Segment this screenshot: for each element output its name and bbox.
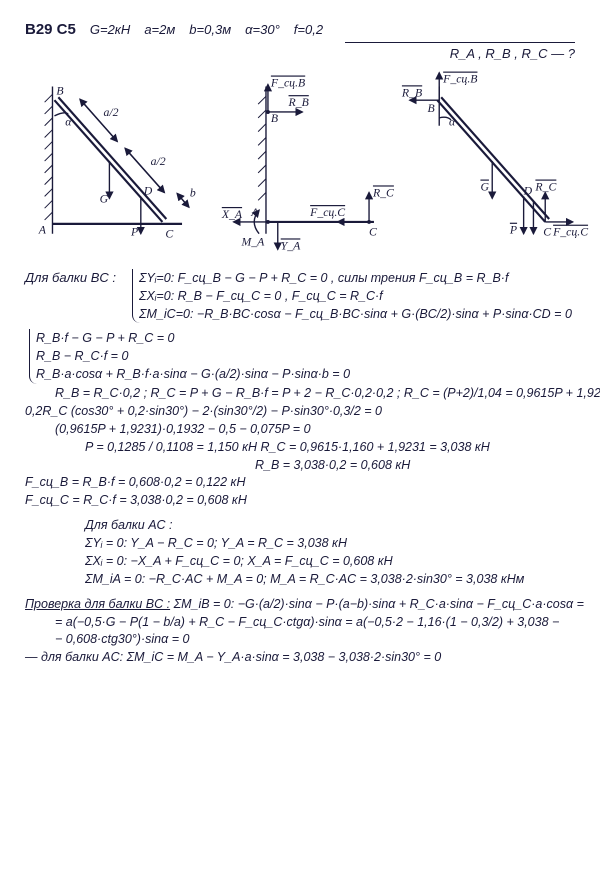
svg-text:B: B: [56, 84, 63, 97]
bc-eq-2: ΣXᵢ=0: R_B − F_сц_C = 0 , F_сц_C = R_C·f: [139, 288, 572, 305]
check-ac: — для балки AC: ΣM_iC = M_A − Y_A·a·sinα…: [25, 649, 575, 666]
bc2-eq-1: R_B·f − G − P + R_C = 0: [36, 330, 350, 347]
problem-id: В29 С5: [25, 20, 76, 40]
svg-text:B: B: [271, 112, 278, 125]
svg-text:F_сц.B: F_сц.B: [270, 76, 305, 89]
calc-line-5: R_B = 3,038·0,2 = 0,608 кН: [255, 457, 575, 474]
header-params: В29 С5 G=2кН a=2м b=0,3м α=30° f=0,2: [25, 20, 575, 40]
svg-text:B: B: [428, 102, 435, 115]
bc-system: ΣYᵢ=0: F_сц_B − G − P + R_C = 0 , силы т…: [132, 269, 572, 324]
svg-text:α: α: [449, 116, 456, 129]
param-alpha: α=30°: [245, 21, 280, 39]
ac-line-3: ΣM_iA = 0: −R_C·AC + M_A = 0; M_A = R_C·…: [85, 571, 575, 588]
calc-line-4: P = 0,1285 / 0,1108 = 1,150 кН R_C = 0,9…: [85, 439, 575, 456]
svg-text:a/2: a/2: [151, 155, 166, 168]
bc2-eq-2: R_B − R_C·f = 0: [36, 348, 350, 365]
check-heading: Проверка для балки BC : ΣM_iB = 0: −G·(a…: [25, 596, 575, 613]
bc-eq-3: ΣM_iC=0: −R_B·BC·cosα − F_сц_B·BC·sinα +…: [139, 306, 572, 323]
ac-line-1: ΣYᵢ = 0: Y_A − R_C = 0; Y_A = R_C = 3,03…: [85, 535, 575, 552]
check-line-3: − 0,608·ctg30°)·sinα = 0: [55, 631, 575, 648]
svg-text:R_B: R_B: [287, 96, 308, 109]
svg-text:b: b: [190, 186, 196, 199]
svg-text:F_сц.B: F_сц.B: [442, 72, 477, 85]
svg-text:α: α: [65, 116, 72, 129]
svg-text:C: C: [544, 225, 552, 238]
ac-heading: Для балки AC :: [85, 517, 575, 534]
diagrams-row: B A C D G P a/2 a/2 b α: [25, 75, 575, 255]
svg-text:A: A: [38, 224, 47, 237]
calc-line-2: 0,2R_C (cos30° + 0,2·sin30°) − 2·(sin30°…: [25, 403, 575, 420]
svg-text:P: P: [509, 224, 517, 237]
find-line: R_A , R_B , R_C — ?: [345, 42, 575, 63]
svg-text:X_A: X_A: [220, 208, 242, 221]
param-f: f=0,2: [294, 21, 323, 39]
calc-line-1: R_B = R_C·0,2 ; R_C = P + G − R_B·f = P …: [55, 385, 575, 402]
check-line-2: = a(−0,5·G − P(1 − b/a) + R_C − F_сц_C·c…: [55, 614, 575, 631]
svg-text:C: C: [165, 227, 173, 240]
param-b: b=0,3м: [189, 21, 231, 39]
bc-eq-1: ΣYᵢ=0: F_сц_B − G − P + R_C = 0 , силы т…: [139, 270, 572, 287]
param-G: G=2кН: [90, 21, 130, 39]
svg-text:G: G: [100, 192, 109, 205]
svg-text:F_сц.C: F_сц.C: [309, 206, 345, 219]
svg-text:F_сц.C: F_сц.C: [552, 225, 588, 238]
calc-line-6: F_сц_B = R_B·f = 0,608·0,2 = 0,122 кН: [25, 474, 575, 491]
svg-text:a/2: a/2: [104, 106, 119, 119]
svg-text:C: C: [369, 225, 377, 238]
diagram-middle: B A C R_B F_сц.B X_A Y_A M_A F_сц.C R_C: [212, 75, 389, 255]
svg-text:G: G: [481, 180, 490, 193]
bc-system-2: R_B·f − G − P + R_C = 0 R_B − R_C·f = 0 …: [29, 329, 350, 384]
diagram-left: B A C D G P a/2 a/2 b α: [25, 75, 202, 255]
param-a: a=2м: [144, 21, 175, 39]
bc-heading: Для балки BC :: [25, 269, 116, 287]
svg-text:A: A: [250, 206, 259, 219]
svg-text:P: P: [130, 225, 138, 238]
svg-text:D: D: [143, 184, 153, 197]
svg-text:R_C: R_C: [535, 180, 557, 193]
diagram-right: B C D R_B F_сц.B G P R_C F_сц.C α: [398, 75, 575, 255]
bc2-eq-3: R_B·a·cosα + R_B·f·a·sinα − G·(a/2)·sinα…: [36, 366, 350, 383]
calc-line-3: (0,9615P + 1,9231)·0,1932 − 0,5 − 0,075P…: [55, 421, 575, 438]
calc-line-7: F_сц_C = R_C·f = 3,038·0,2 = 0,608 кН: [25, 492, 575, 509]
svg-text:R_C: R_C: [372, 186, 394, 199]
svg-text:Y_A: Y_A: [280, 239, 300, 252]
ac-line-2: ΣXᵢ = 0: −X_A + F_сц_C = 0; X_A = F_сц_C…: [85, 553, 575, 570]
svg-text:R_B: R_B: [401, 86, 422, 99]
svg-text:M_A: M_A: [240, 235, 265, 248]
svg-text:D: D: [523, 184, 533, 197]
